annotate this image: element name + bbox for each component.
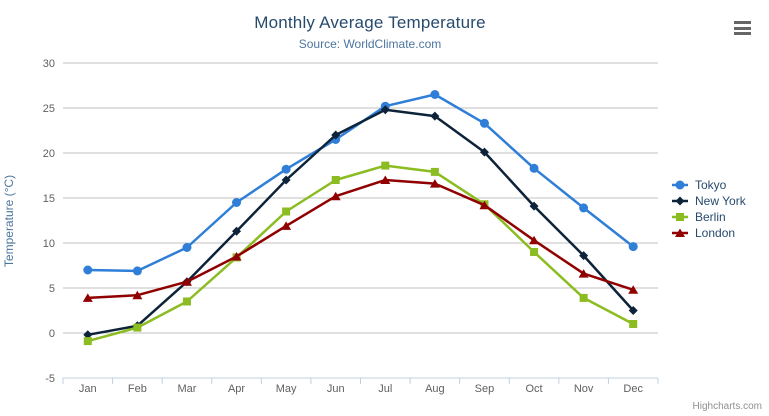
hamburger-icon [734, 21, 751, 24]
legend-item-berlin[interactable]: Berlin [672, 209, 746, 225]
legend-label: Tokyo [695, 178, 727, 192]
series-line-new-york [86, 108, 635, 337]
y-axis-title: Temperature (°C) [2, 174, 16, 268]
series-london-marker[interactable] [529, 235, 540, 245]
x-axis-label: Mar [177, 383, 196, 395]
series-new-york-marker[interactable] [380, 105, 390, 115]
x-axis-label: Dec [623, 383, 643, 395]
x-axis-label: Apr [228, 383, 245, 395]
series-line-london [86, 178, 635, 300]
y-axis-label: -5 [45, 373, 55, 385]
circle-icon [672, 180, 688, 190]
series-new-york-marker[interactable] [232, 226, 242, 236]
series-berlin-marker[interactable] [430, 167, 439, 176]
hamburger-icon [734, 26, 751, 30]
series-london-marker[interactable] [628, 285, 639, 294]
legend-item-london[interactable]: London [672, 225, 746, 241]
series-new-york-marker[interactable] [479, 147, 489, 157]
credit-link[interactable]: Highcharts.com [692, 401, 762, 412]
series-tokyo-marker[interactable] [83, 265, 93, 275]
x-axis-label: Feb [128, 383, 147, 395]
series-london-marker[interactable] [330, 191, 341, 201]
series-berlin-marker[interactable] [83, 337, 92, 346]
y-axis-label: 15 [43, 193, 55, 205]
series-london-marker[interactable] [181, 277, 192, 286]
series-berlin-marker[interactable] [182, 297, 191, 306]
series-berlin-marker[interactable] [579, 293, 588, 302]
legend: Tokyo New York Berlin London [672, 177, 746, 241]
chart-subtitle: Source: WorldClimate.com [298, 37, 442, 51]
hamburger-icon [734, 32, 751, 35]
series-london-marker[interactable] [281, 221, 292, 230]
export-menu-button[interactable] [734, 21, 751, 35]
diamond-icon [672, 196, 688, 206]
legend-label: London [695, 226, 736, 240]
y-axis-label: 20 [43, 148, 55, 160]
series-tokyo-marker[interactable] [232, 198, 242, 207]
y-axis-label: 25 [43, 103, 55, 115]
square-icon [672, 213, 688, 221]
series-london-marker[interactable] [479, 200, 490, 210]
series-new-york-marker[interactable] [83, 330, 93, 340]
series-new-york-marker[interactable] [579, 251, 589, 261]
y-axis-label: 30 [43, 58, 55, 70]
series-berlin-marker[interactable] [331, 176, 340, 184]
series-new-york-marker[interactable] [331, 130, 341, 140]
legend-label: Berlin [695, 210, 726, 224]
y-axis-label: 5 [49, 283, 55, 295]
x-axis-label: Jun [327, 383, 345, 395]
series-tokyo-marker[interactable] [479, 118, 489, 128]
series-berlin-marker[interactable] [381, 161, 390, 170]
legend-label: New York [695, 194, 746, 208]
series-tokyo-marker[interactable] [281, 164, 291, 174]
series-london-marker[interactable] [429, 179, 440, 188]
x-axis-label: Jul [378, 383, 392, 395]
series-tokyo-marker[interactable] [529, 163, 539, 173]
series-tokyo-marker[interactable] [628, 242, 638, 252]
series-berlin-marker[interactable] [530, 248, 539, 256]
series-london-marker[interactable] [578, 269, 589, 278]
series-london-marker[interactable] [82, 293, 93, 302]
triangle-icon [672, 228, 688, 237]
series-tokyo-marker[interactable] [579, 203, 589, 213]
chart-title: Monthly Average Temperature [254, 13, 486, 32]
series-london-marker[interactable] [132, 290, 143, 300]
series-london-marker[interactable] [380, 175, 391, 185]
y-axis-label: 10 [43, 238, 55, 250]
series-tokyo-marker[interactable] [430, 90, 440, 99]
x-axis-label: Nov [574, 383, 594, 395]
x-axis-label: May [276, 383, 297, 395]
series-tokyo-marker[interactable] [132, 266, 142, 276]
x-axis-label: Sep [475, 383, 495, 395]
y-axis-label: 0 [49, 328, 55, 340]
series-line-tokyo [86, 93, 635, 273]
series-new-york-marker[interactable] [628, 306, 638, 315]
legend-item-new-york[interactable]: New York [672, 193, 746, 209]
series-line-berlin [86, 164, 635, 343]
x-axis-label: Oct [525, 383, 542, 395]
series-berlin-marker[interactable] [133, 323, 142, 332]
x-axis-label: Jan [79, 383, 97, 395]
legend-item-tokyo[interactable]: Tokyo [672, 177, 746, 193]
x-axis-label: Aug [425, 383, 445, 395]
series-london-marker[interactable] [231, 252, 242, 261]
series-berlin-marker[interactable] [282, 207, 291, 216]
series-new-york-marker[interactable] [529, 201, 539, 211]
series-new-york-marker[interactable] [281, 175, 291, 185]
series-new-york-marker[interactable] [430, 111, 440, 121]
series-tokyo-marker[interactable] [182, 243, 192, 252]
series-berlin-marker[interactable] [629, 320, 638, 328]
